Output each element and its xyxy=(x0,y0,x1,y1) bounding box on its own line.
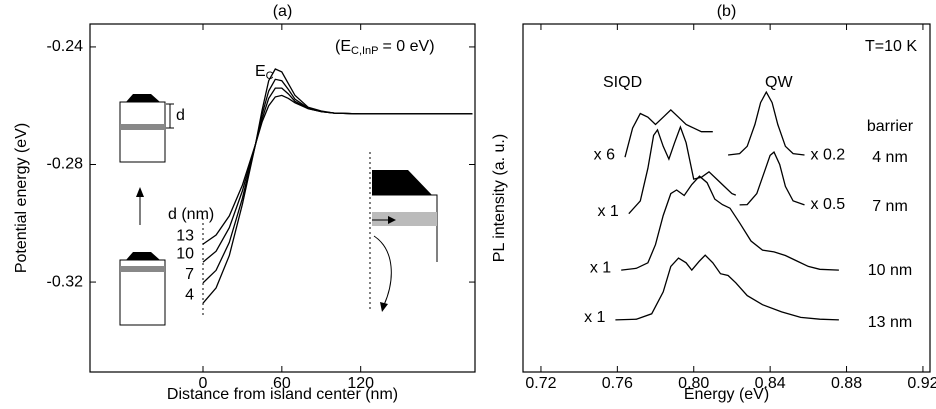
siqd-label: SIQD xyxy=(603,74,642,91)
schematic-top: d xyxy=(119,94,185,163)
curve xyxy=(621,175,839,271)
x-axis-label: Energy (eV) xyxy=(684,386,769,403)
x-tick-label: 0.72 xyxy=(525,375,556,392)
plot-frame xyxy=(89,23,476,373)
x-tick-label: 0.88 xyxy=(831,375,862,392)
x-tick-label: 60 xyxy=(273,375,291,392)
thickness-label: d xyxy=(176,107,185,124)
series-label: x 6 xyxy=(594,146,615,163)
row-label: 13 nm xyxy=(868,314,912,331)
rows-title: barrier xyxy=(867,118,914,135)
temperature-label: T=10 K xyxy=(865,38,917,55)
row-label: 7 nm xyxy=(872,198,908,215)
x-tick-label: 0.92 xyxy=(907,375,936,392)
series-label: 4 xyxy=(185,286,194,303)
series-label: x 1 xyxy=(590,259,611,276)
row-label: 10 nm xyxy=(868,262,912,279)
band-edge-label: EC xyxy=(255,63,274,82)
schematic-arrow xyxy=(136,187,144,225)
series-label: x 1 xyxy=(584,309,605,326)
series-label: x 0.2 xyxy=(811,146,846,163)
panel-title: (a) xyxy=(273,3,293,20)
curve xyxy=(728,90,805,156)
plot-frame xyxy=(522,23,931,373)
curve xyxy=(739,151,805,206)
x-tick-label: 0.76 xyxy=(602,375,633,392)
schematic-right xyxy=(369,152,438,312)
series-label: 10 xyxy=(176,245,194,262)
y-tick-label: -0.24 xyxy=(47,38,84,55)
x-tick-label: 0 xyxy=(199,375,208,392)
reference-label: (EC,InP = 0 eV) xyxy=(335,38,435,57)
row-label: 4 nm xyxy=(872,149,908,166)
curve xyxy=(615,254,839,321)
qw-label: QW xyxy=(765,74,793,91)
y-tick-label: -0.28 xyxy=(47,156,84,173)
curve xyxy=(202,68,473,304)
schematic-bottom xyxy=(119,252,166,326)
series-label: 7 xyxy=(185,266,194,283)
x-tick-label: 120 xyxy=(347,375,374,392)
x-tick-label: 0.80 xyxy=(678,375,709,392)
x-axis-label: Distance from island center (nm) xyxy=(167,386,398,403)
curve xyxy=(624,109,713,158)
panel-title: (b) xyxy=(717,3,737,20)
series-label: x 0.5 xyxy=(811,196,846,213)
x-tick-label: 0.84 xyxy=(755,375,786,392)
series-label: 13 xyxy=(176,227,194,244)
series-label: x 1 xyxy=(597,203,618,220)
curve xyxy=(628,125,737,215)
y-axis-label: Potential energy (eV) xyxy=(13,123,30,273)
y-tick-label: -0.32 xyxy=(47,273,84,290)
legend-title: d (nm) xyxy=(168,206,214,223)
y-axis-label: PL intensity (a. u.) xyxy=(491,134,508,262)
